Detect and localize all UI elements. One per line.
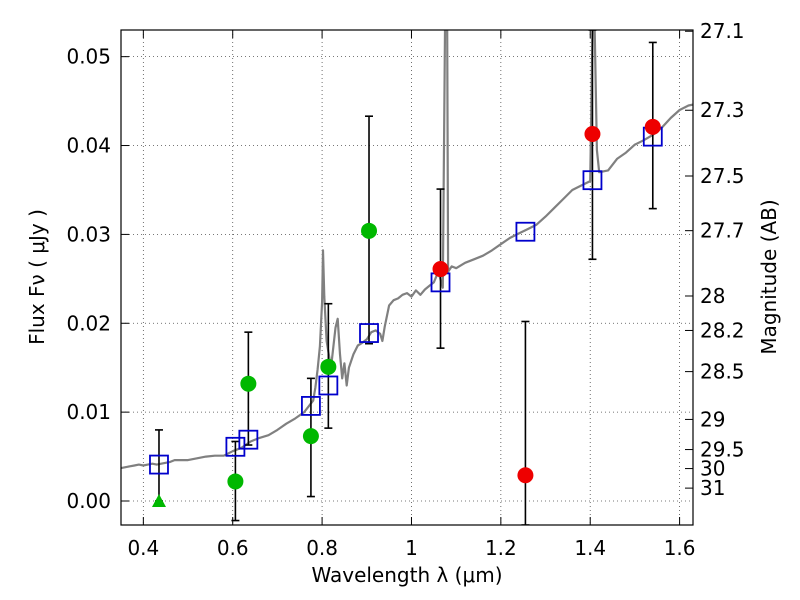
observed-green-point (361, 222, 378, 239)
model-photometry-square (301, 396, 321, 416)
right-tick-label: 31 (700, 476, 725, 500)
model-photometry-square (149, 454, 169, 475)
plot-area (121, 30, 693, 525)
observed-green-point (302, 428, 319, 445)
observed-green-point (227, 473, 244, 490)
model-photometry-square (225, 436, 246, 457)
x-tick-label: 0.6 (217, 536, 249, 560)
right-tick-label: 28 (700, 284, 725, 308)
right-tick-label: 30 (700, 457, 725, 481)
y-tick-label: 0.01 (66, 400, 111, 424)
y-tick-label: 0.00 (66, 489, 111, 513)
x-tick-label: 1.2 (485, 536, 517, 560)
grid (121, 30, 693, 525)
observed-red-point (584, 125, 601, 142)
model-photometry-square (318, 375, 339, 396)
model-photometry-square (238, 429, 259, 450)
observed-red-point (517, 467, 534, 484)
right-tick-label: 27.1 (700, 19, 745, 43)
right-tick-label: 27.7 (700, 219, 745, 243)
observed-green-point (240, 375, 257, 392)
right-tick-label: 27.5 (700, 164, 745, 188)
y-tick-label: 0.02 (66, 311, 111, 335)
x-tick-label: 1.4 (574, 536, 606, 560)
model-photometry-square (582, 170, 603, 191)
y-tick-label: 0.05 (66, 45, 111, 69)
x-tick-label: 1.6 (664, 536, 696, 560)
axes-ticks: 0.4 0.6 0.8 1 1.2 1.4 1.6 0.00 0.01 0.02 0.03 0.04 0… (66, 19, 744, 560)
upper-limit-triangle (151, 494, 166, 508)
right-tick-label: 28.2 (700, 318, 745, 342)
observed-green-point (320, 358, 337, 375)
observed-red-point (432, 261, 449, 278)
observed-red-point (644, 118, 661, 135)
right-tick-label: 29 (700, 407, 725, 431)
x-tick-label: 0.8 (306, 536, 338, 560)
y-tick-label: 0.03 (66, 222, 111, 246)
right-tick-label: 27.3 (700, 98, 745, 122)
right-tick-label: 28.5 (700, 360, 745, 384)
model-photometry-square (359, 323, 379, 343)
x-tick-label: 1 (405, 536, 418, 560)
model-photometry-square (515, 221, 536, 242)
y-axis-label-right: Magnitude (AB) (757, 199, 781, 354)
model-spectrum-line (121, 30, 693, 470)
x-axis-label: Wavelength λ (μm) (311, 563, 502, 587)
y-tick-label: 0.04 (66, 134, 111, 158)
plot-frame (120, 29, 694, 526)
x-tick-label: 0.4 (127, 536, 159, 560)
right-tick-label: 29.5 (700, 438, 745, 462)
y-axis-label: Flux Fν ( μJy ) (25, 209, 49, 345)
